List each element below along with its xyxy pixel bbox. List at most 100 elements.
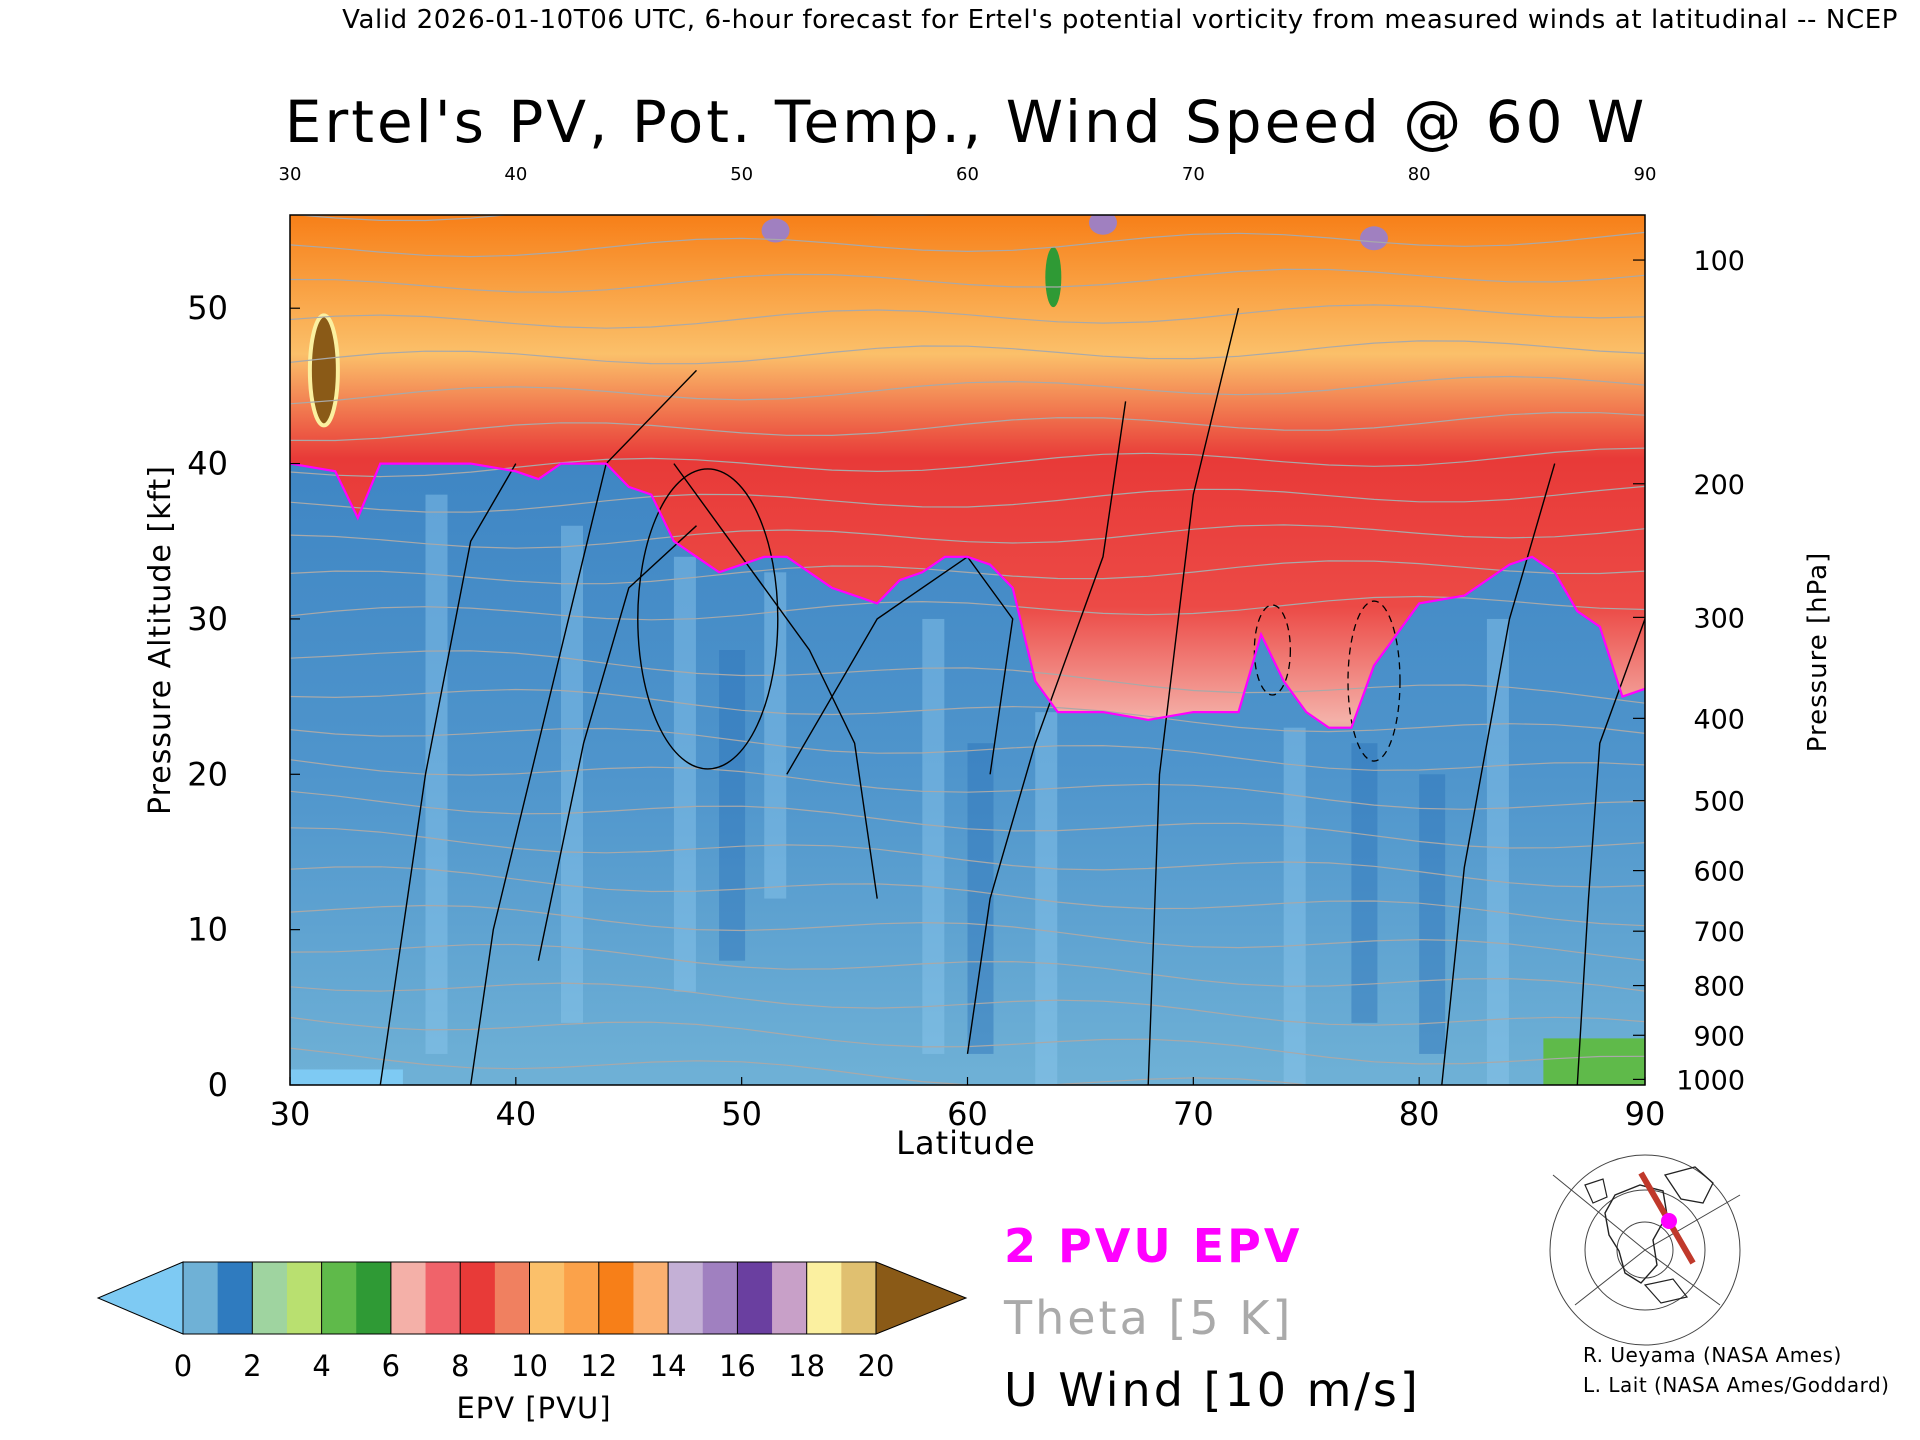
dark-pv-streak [719,650,746,961]
colorbar-label: EPV [PVU] [456,1391,611,1425]
colorbar-bin [668,1262,704,1334]
pressure-tick-label: 800 [1693,972,1745,1003]
colorbar-bin [702,1262,738,1334]
colorbar-bin [737,1262,773,1334]
page-header: Valid 2026-01-10T06 UTC, 6-hour forecast… [342,5,1898,35]
top-tick-label: 80 [1408,164,1431,185]
u-wind-contour [537,525,697,961]
pressure-tick-label: 300 [1693,603,1745,634]
pressure-axis: 1000 900 800 700 600 500 400 300 200 100 [1633,246,1745,1096]
legend-theta: Theta [5 K] [1003,1291,1293,1345]
theta-isentrope [290,268,1645,293]
colorbar-bin [529,1262,565,1334]
low-pv-patch [290,1069,403,1085]
colorbar-bin [390,1262,427,1334]
high-pv-pocket [1089,215,1117,235]
pressure-tick-label: 200 [1693,470,1745,501]
latitude-axis: 30 40 50 60 70 80 90 [270,1077,1665,1133]
pressure-tick-label: 600 [1693,857,1745,888]
top-tick-label: 70 [1182,164,1205,185]
contour-overlay [290,215,1645,1085]
light-pv-streak [1486,618,1509,1085]
u-wind-contour-negative [1347,600,1401,762]
theta-isentrope [290,727,1645,771]
x-axis-label: Latitude [896,1124,1036,1162]
colorbar-bin [564,1262,600,1334]
pressure-tick-label: 500 [1693,787,1745,818]
colorbar-tick-label: 8 [451,1349,469,1383]
colorbar-bin [183,1262,219,1334]
locator-map [1545,1154,1743,1346]
dark-pv-streak [967,743,994,1054]
light-pv-streak [1035,712,1058,1085]
theta-isentrope [290,982,1645,1026]
u-wind-contour-negative [1253,604,1292,696]
theta-isentrope [290,1016,1645,1065]
colorbar-bin [598,1262,634,1334]
colorbar-tick-label: 14 [650,1349,687,1383]
theta-isentrope [290,411,1645,442]
x-tick-label: 70 [1173,1095,1214,1133]
u-wind-contour [966,401,1127,1055]
pressure-tick-label: 900 [1693,1021,1745,1052]
colorbar-over-arrow [875,1261,968,1335]
y-tick-label: 0 [208,1066,228,1104]
y-tick-label: 20 [187,755,228,793]
y-tick-label: 10 [187,911,228,949]
chart-title: Ertel's PV, Pot. Temp., Wind Speed @ 60 … [285,88,1648,156]
pressure-tick-label: 400 [1693,704,1745,735]
top-tick-label: 30 [279,164,302,185]
light-pv-streak [922,618,945,1054]
light-pv-streak [673,556,696,992]
colorbar-bin [460,1262,496,1334]
colorbar-bin [425,1262,461,1334]
light-pv-streak [764,572,787,899]
theta-isentrope [290,231,1645,258]
high-pv-pocket [761,218,790,243]
legend-wind: U Wind [10 m/s] [1004,1363,1421,1417]
theta-isentrope [290,790,1645,849]
theta-isentrope [290,485,1645,513]
colorbar-tick-label: 4 [312,1349,330,1383]
y-axis-label: Pressure Altitude [kft] [143,465,178,815]
colorbar-tick-label: 16 [719,1349,756,1383]
theta-isentrope [290,304,1645,329]
colorbar-tick-label: 2 [243,1349,261,1383]
colorbar-bin [356,1262,392,1334]
colorbar-bin [252,1262,288,1334]
top-latitude-axis: 30 40 50 60 70 80 90 [279,164,1657,185]
colorbar-tick-label: 0 [174,1349,192,1383]
theta-isentrope [290,759,1645,810]
x-tick-label: 80 [1399,1095,1440,1133]
theta-isentrope [290,688,1645,734]
light-pv-streak [561,525,583,1023]
high-pv-pocket [1045,247,1062,308]
x-tick-label: 60 [947,1095,988,1133]
theta-isentrope [290,904,1645,961]
u-wind-contour [637,468,779,770]
colorbar-bin [806,1262,842,1334]
colorbar-bin [494,1262,530,1334]
top-tick-label: 40 [504,164,527,185]
colorbar-under-arrow [96,1261,184,1335]
u-wind-contour [379,463,517,1085]
y-tick-label: 50 [187,289,228,327]
y-tick-label: 30 [187,600,228,638]
theta-isentrope [290,560,1645,585]
colorbar-bin [286,1262,323,1334]
colorbar-tick-label: 10 [511,1349,548,1383]
x-tick-label: 40 [495,1095,536,1133]
colorbar-bin [633,1262,669,1334]
theta-isentrope [290,595,1645,621]
pressure-tick-label: 700 [1693,917,1745,948]
pressure-axis-label: Pressure [hPa] [1803,552,1833,753]
theta-isentrope [290,524,1645,549]
colorbar-tick-label: 6 [382,1349,400,1383]
colorbar-bin [841,1262,877,1334]
dark-pv-streak [1351,743,1378,1023]
high-pv-pocket [307,313,340,428]
colorbar-bin [321,1262,357,1334]
altitude-axis: 0 10 20 30 40 50 [187,289,300,1104]
tropopause-2pvu-line [290,462,1645,729]
